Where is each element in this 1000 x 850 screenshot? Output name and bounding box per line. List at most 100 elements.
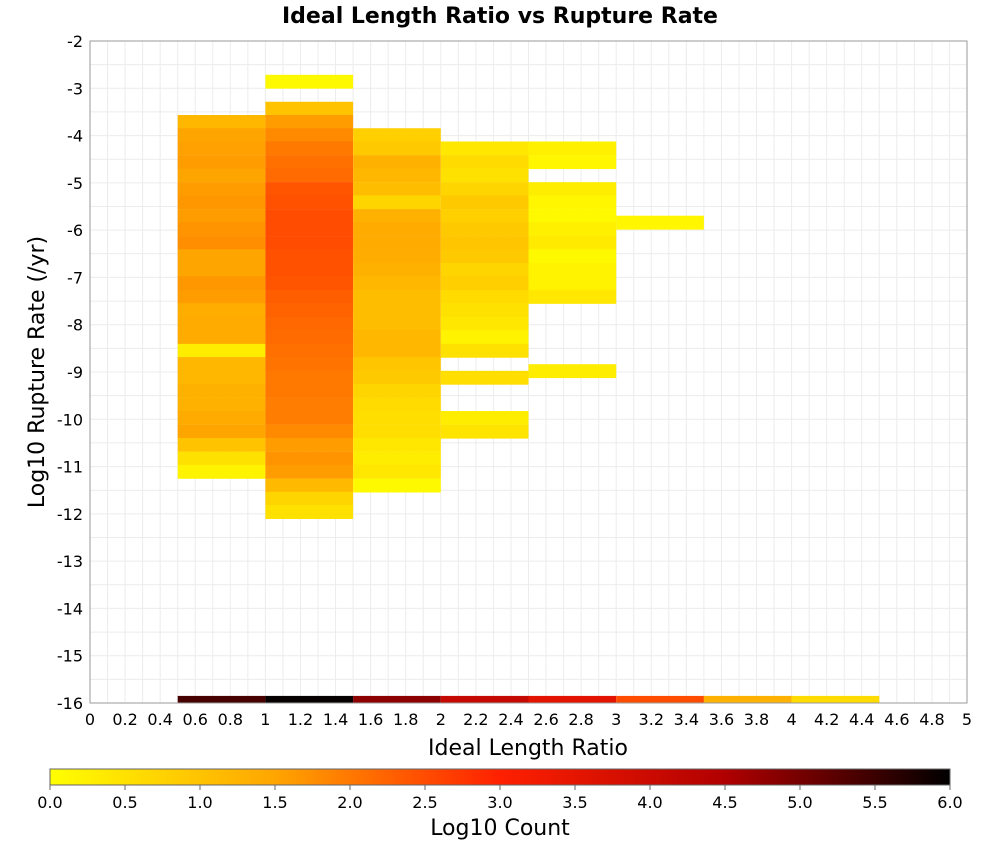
y-axis-label: Log10 Rupture Rate (/yr) xyxy=(25,236,50,508)
x-tick-label: 0.8 xyxy=(218,710,243,729)
heatmap-cell xyxy=(440,155,529,170)
heatmap-cell-bottom-row xyxy=(440,695,529,703)
heatmap-cell xyxy=(440,303,529,318)
heatmap-cell xyxy=(265,263,354,277)
heatmap-cell xyxy=(528,364,617,379)
heatmap-cell xyxy=(265,451,354,466)
heatmap-cell xyxy=(177,370,266,385)
heatmap-cell xyxy=(528,276,617,291)
heatmap-cell xyxy=(177,249,266,264)
heatmap-cell xyxy=(353,155,441,170)
heatmap-cell xyxy=(353,209,441,223)
heatmap-cell xyxy=(528,289,617,304)
heatmap-cell xyxy=(440,222,529,237)
heatmap-cell xyxy=(265,478,354,493)
colorbar-tick-label: 1.5 xyxy=(262,793,287,812)
colorbar-tick-label: 4.5 xyxy=(712,793,737,812)
heatmap-cell-bottom-row xyxy=(353,695,441,703)
heatmap-cell xyxy=(353,397,441,412)
heatmap-cell xyxy=(265,437,354,452)
heatmap-cell xyxy=(353,384,441,398)
x-tick-label: 4 xyxy=(787,710,797,729)
x-tick-label: 1.4 xyxy=(323,710,348,729)
heatmap-cell xyxy=(177,343,266,358)
heatmap-cell xyxy=(353,222,441,237)
y-tick-label: -7 xyxy=(67,268,83,287)
x-tick-label: 3.8 xyxy=(744,710,769,729)
heatmap-cell xyxy=(353,424,441,439)
heatmap-cell xyxy=(265,316,354,331)
heatmap-cell xyxy=(353,411,441,425)
colorbar-tick-label: 0.5 xyxy=(112,793,137,812)
heatmap-cell xyxy=(440,370,529,385)
heatmap-cell xyxy=(528,249,617,264)
heatmap-cell xyxy=(353,195,441,210)
heatmap-cell xyxy=(265,155,354,170)
y-tick-label: -5 xyxy=(67,174,83,193)
y-tick-label: -3 xyxy=(67,79,83,98)
heatmap-cell xyxy=(440,195,529,210)
heatmap-cell-bottom-row xyxy=(177,695,266,703)
heatmap-cell xyxy=(440,411,529,425)
heatmap-cell xyxy=(528,155,617,170)
heatmap-cell-bottom-row xyxy=(528,695,617,703)
heatmap-cell xyxy=(177,397,266,412)
heatmap-cell xyxy=(177,303,266,318)
x-tick-label: 2.4 xyxy=(498,710,523,729)
heatmap-cell xyxy=(265,491,354,506)
heatmap-cell xyxy=(528,195,617,210)
x-axis-ticks: 0 0.2 0.4 0.6 0.8 1 1.2 1.4 1.6 1.8 2 2.2 2.4 2.6 2.8 3… xyxy=(85,710,972,729)
heatmap-cell xyxy=(353,330,441,345)
colorbar-tick-label: 6.0 xyxy=(937,793,962,812)
y-tick-label: -15 xyxy=(57,647,83,666)
heatmap-cell xyxy=(528,263,617,277)
heatmap-cell xyxy=(440,263,529,277)
colorbar-tick-label: 4.0 xyxy=(637,793,662,812)
heatmap-cell xyxy=(353,168,441,183)
heatmap-cell xyxy=(440,249,529,264)
x-tick-label: 2.2 xyxy=(463,710,488,729)
heatmap-cell xyxy=(440,236,529,250)
heatmap-cell xyxy=(177,411,266,425)
heatmap-cell-bottom-row xyxy=(703,695,792,703)
x-tick-label: 3.4 xyxy=(674,710,699,729)
x-tick-label: 1 xyxy=(260,710,270,729)
heatmap-cell xyxy=(265,74,354,89)
heatmap-cell xyxy=(353,357,441,371)
heatmap-cell xyxy=(177,437,266,452)
heatmap-cell xyxy=(353,128,441,143)
heatmap-cell xyxy=(528,222,617,237)
heatmap-cell xyxy=(353,263,441,277)
heatmap-cell xyxy=(177,357,266,371)
heatmap-cell xyxy=(177,276,266,291)
heatmap-cell xyxy=(528,209,617,223)
y-tick-label: -4 xyxy=(67,127,83,146)
heatmap-cell xyxy=(528,182,617,197)
y-tick-label: -9 xyxy=(67,363,83,382)
heatmap-cell xyxy=(265,411,354,425)
colorbar-tick-label: 3.5 xyxy=(562,793,587,812)
x-axis-label: Ideal Length Ratio xyxy=(428,736,628,761)
heatmap-cell xyxy=(440,289,529,304)
heatmap-cell-bottom-row xyxy=(791,695,880,703)
colorbar-tick-label: 1.0 xyxy=(187,793,212,812)
x-tick-label: 1.8 xyxy=(393,710,418,729)
heatmap-cell xyxy=(265,209,354,223)
heatmap-cell xyxy=(353,451,441,466)
y-tick-label: -12 xyxy=(57,505,83,524)
heatmap-cell xyxy=(177,384,266,398)
heatmap-cell xyxy=(177,330,266,345)
heatmap-cell xyxy=(528,236,617,250)
x-tick-label: 2.6 xyxy=(533,710,558,729)
y-axis-ticks: -2 -3 -4 -5 -6 -7 -8 -9 -10 -11 -12 -13 -14 -15 -16 xyxy=(57,32,83,713)
heatmap-cell xyxy=(177,115,266,129)
heatmap-cell xyxy=(528,141,617,156)
heatmap-cell xyxy=(265,141,354,156)
heatmap-cell xyxy=(353,370,441,385)
heatmap-cell xyxy=(440,168,529,183)
heatmap-cell xyxy=(265,101,354,116)
y-tick-label: -2 xyxy=(67,32,83,51)
heatmap-cell xyxy=(177,424,266,439)
heatmap-cell xyxy=(353,303,441,318)
y-tick-label: -10 xyxy=(57,410,83,429)
